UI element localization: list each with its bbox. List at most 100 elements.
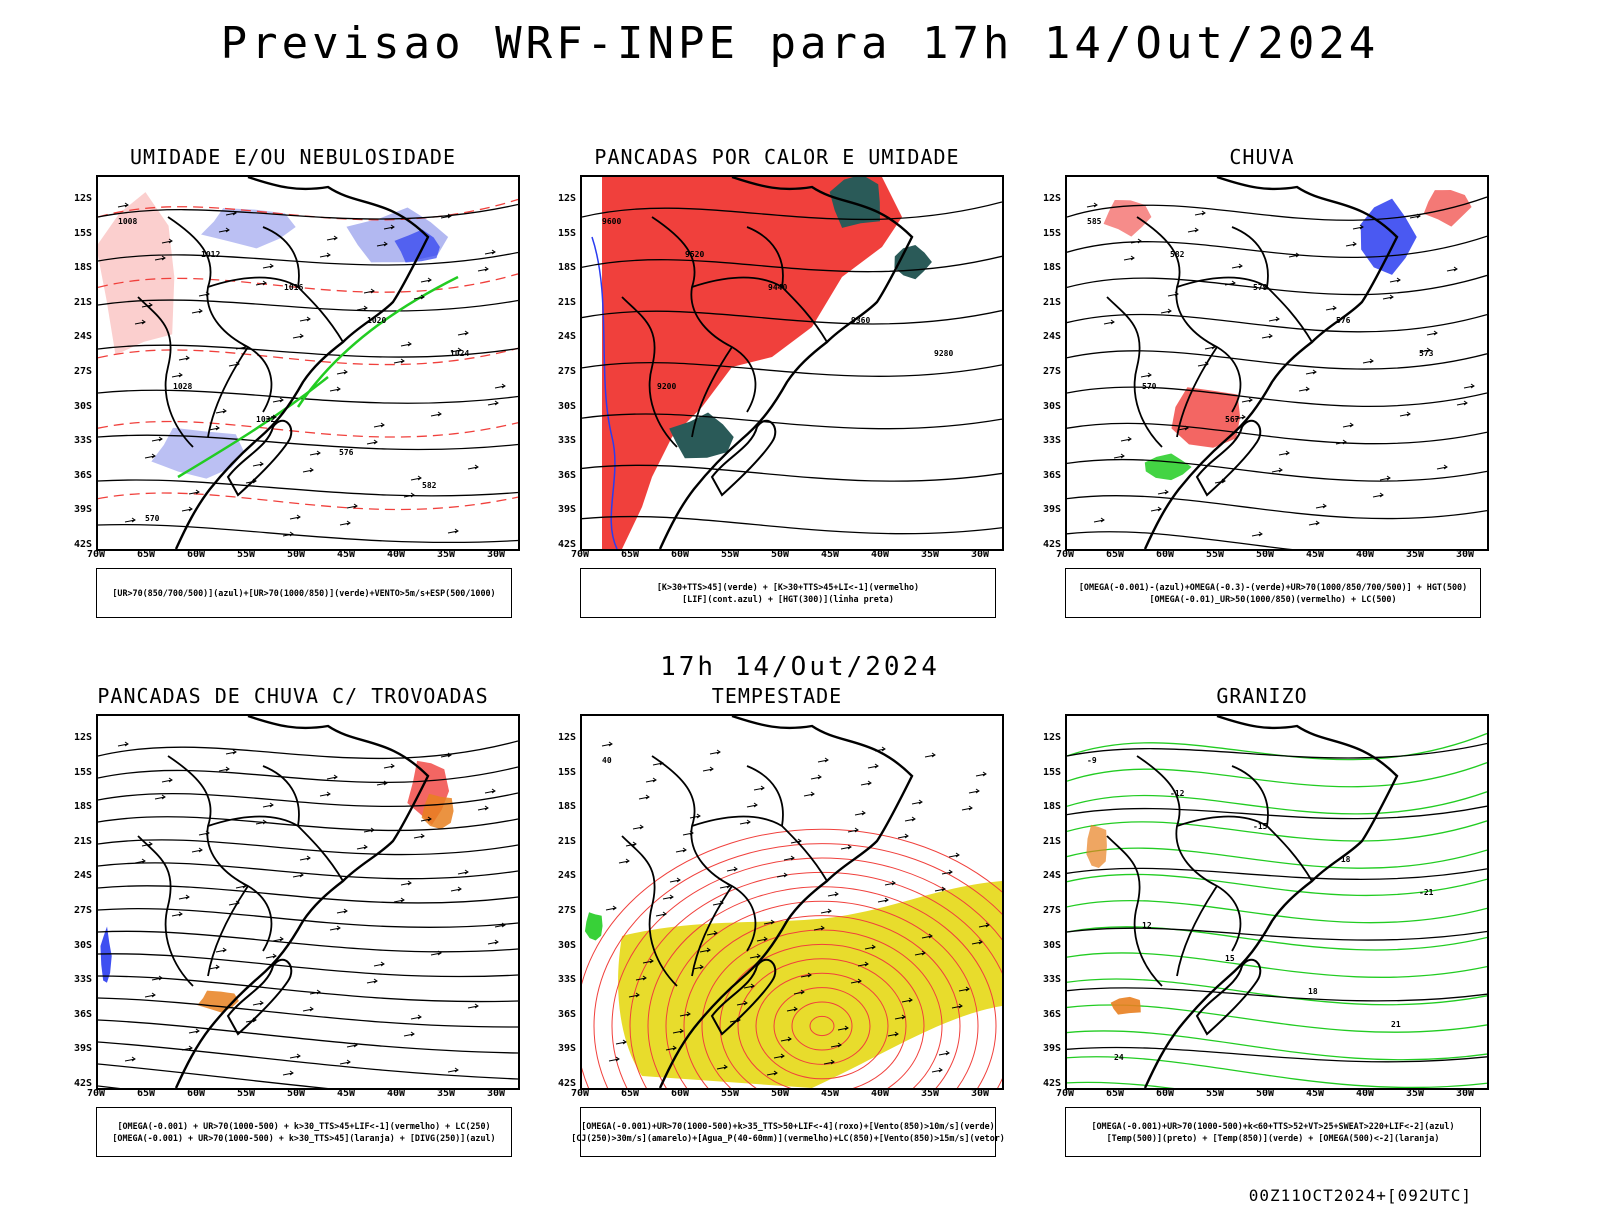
lat-tick-label: 36S [73, 469, 92, 481]
lat-tick-label: 12S [1042, 732, 1061, 743]
legend-text: [OMEGA(-0.001)+UR>70(1000-500)+k>35_TTS>… [581, 1121, 995, 1131]
contour-label: 570 [1142, 382, 1157, 391]
streamline-250 [98, 839, 518, 856]
hgt300-contour [582, 464, 1002, 482]
streamline-arrow [1157, 489, 1169, 495]
lat-tick-label: 12S [557, 193, 576, 204]
precip-water-contour [737, 958, 907, 1088]
streamline-250 [98, 930, 518, 953]
streamline-arrow [1231, 263, 1243, 269]
contour-label: 567 [1225, 415, 1240, 424]
lon-tick-label: 70W [570, 1088, 590, 1099]
lat-tick-label: 18S [73, 801, 92, 813]
wind850-vector [817, 757, 829, 763]
lon-tick-label: 65W [136, 1088, 156, 1099]
wind850-vector [924, 752, 936, 758]
lat-tick-label: 24S [557, 870, 576, 882]
precip-water-contour [665, 900, 979, 1088]
uruguay-region [710, 419, 777, 497]
uruguay-region [1195, 419, 1262, 497]
lat-tick-label: 42S [1042, 539, 1061, 550]
streamline-arrow [1325, 305, 1337, 311]
contour-label: 570 [145, 514, 160, 523]
pressure-contour [98, 523, 518, 544]
lon-tick-label: 65W [620, 1088, 640, 1099]
wind-vector [215, 408, 227, 414]
streamline-arrow [1271, 467, 1283, 473]
temp850-contour [1067, 791, 1487, 815]
wind-vector [124, 517, 136, 523]
streamline-arrow [1446, 266, 1458, 272]
lon-tick-label: 70W [1055, 1088, 1075, 1099]
streamline-arrow [393, 897, 405, 903]
wind850-vector [975, 771, 987, 777]
lat-tick-label: 39S [1042, 1043, 1061, 1055]
wind-vector [134, 319, 146, 325]
streamline-arrow [1140, 372, 1152, 378]
legend-box: [OMEGA(-0.001) + UR>70(1000-500) + k>30_… [96, 1107, 512, 1157]
streamline-arrow [1268, 316, 1280, 322]
lon-tick-label: 55W [720, 1088, 740, 1099]
wind850-vector [803, 791, 815, 797]
streamline-arrow [225, 749, 237, 755]
lat-tick-label: 39S [1042, 504, 1061, 516]
lat-tick-label: 33S [557, 435, 576, 447]
panel-trovoadas: PANCADAS DE CHUVA C/ TROVOADAS 12S 15S 18S 2… [48, 684, 538, 1159]
country-borders [621, 755, 828, 987]
lon-tick-label: 45W [336, 549, 356, 560]
hgt500-contour [1067, 531, 1293, 549]
wind850-vector [827, 891, 839, 897]
lon-tick-label: 35W [920, 549, 940, 560]
contour-label: 585 [1087, 217, 1102, 226]
streamline-arrow [1194, 210, 1206, 216]
wind850-vector [601, 741, 613, 747]
wind850-vector [635, 975, 647, 981]
wind-vector [225, 210, 237, 216]
wind850-vector [736, 1000, 748, 1006]
lat-tick-label: 15S [557, 227, 576, 239]
wind-vector [326, 235, 338, 241]
lat-tick-label: 42S [1042, 1078, 1061, 1089]
uruguay-region [226, 419, 293, 497]
lon-tick-label: 30W [1455, 1088, 1475, 1099]
lat-tick-label: 36S [557, 1008, 576, 1020]
precip-water-contour [593, 843, 1002, 1088]
streamline-250 [98, 766, 518, 784]
wind850-vector [739, 819, 751, 825]
wind-vector [144, 453, 156, 459]
wind-vector [339, 520, 351, 526]
wind-vector [366, 439, 378, 445]
humidity-high-blue [201, 208, 296, 249]
lon-tick-label: 45W [820, 549, 840, 560]
country-borders [1106, 216, 1313, 448]
wind-vector [400, 341, 412, 347]
streamline-arrow [181, 1045, 193, 1051]
streamline-250 [98, 885, 518, 904]
hgt500-contour [1067, 350, 1487, 370]
wind-vector [376, 241, 388, 247]
lat-tick-label: 18S [557, 801, 576, 813]
hgt500-contour [1067, 313, 1487, 333]
wind850-vector [938, 1050, 950, 1056]
thickness-contour [98, 347, 518, 366]
streamline-arrow [413, 833, 425, 839]
lon-tick-label: 60W [1155, 1088, 1175, 1099]
wind850-vector [776, 872, 788, 878]
streamline-arrow [178, 894, 190, 900]
map-trovoadas [96, 714, 520, 1090]
streamline-arrow [1335, 439, 1347, 445]
temp850-contour [1067, 978, 1487, 1006]
wind850-vector [941, 869, 953, 875]
wind-vector [188, 489, 200, 495]
panel-title: PANCADAS DE CHUVA C/ TROVOADAS [97, 684, 489, 708]
wind850-vector [699, 947, 711, 953]
wind850-vector [645, 777, 657, 783]
wind-vector [181, 506, 193, 512]
streamline-arrow [1187, 227, 1199, 233]
streamline-arrow [1160, 308, 1172, 314]
streamline-250 [98, 740, 518, 759]
streamline-arrow [1342, 422, 1354, 428]
wind850-vector [780, 1036, 792, 1042]
thickness-contour [98, 492, 518, 511]
precip-water-contour [701, 929, 943, 1088]
